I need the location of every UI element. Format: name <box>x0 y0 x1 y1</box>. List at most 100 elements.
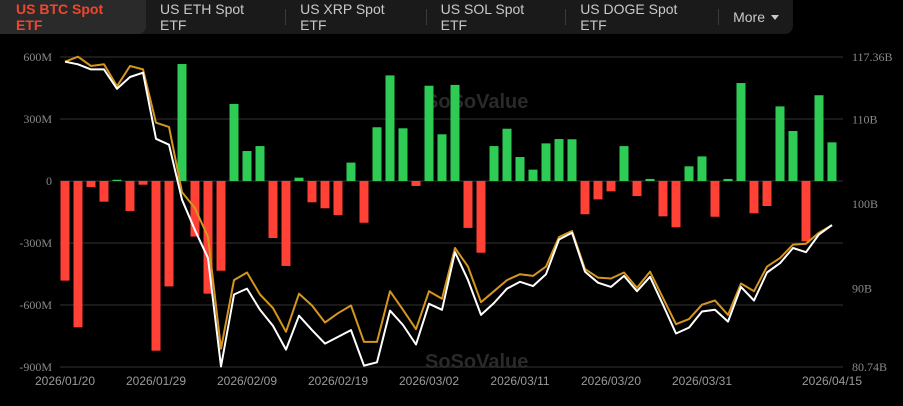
right-tick-label: 117.36B <box>852 50 893 64</box>
outflow-bar <box>476 181 486 253</box>
inflow-bar <box>372 127 382 181</box>
outflow-bar <box>593 181 603 200</box>
left-tick-label: -600M <box>19 298 52 312</box>
right-tick-label: 80.74B <box>852 360 887 374</box>
tab-us-sol-spot-etf[interactable]: US SOL Spot ETF <box>440 1 525 33</box>
right-tick-label: 100B <box>852 197 878 211</box>
inflow-bar <box>788 130 798 181</box>
x-tick-label: 2026/03/11 <box>490 374 549 388</box>
outflow-bar <box>671 181 681 228</box>
outflow-bar <box>411 181 421 186</box>
outflow-bar <box>151 181 161 351</box>
outflow-bar <box>73 181 83 328</box>
inflow-bar <box>398 128 408 181</box>
left-tick-label: 0 <box>46 174 52 188</box>
left-tick-label: -900M <box>19 360 52 374</box>
inflow-bar <box>424 85 434 181</box>
inflow-bar <box>554 139 564 181</box>
inflow-bar <box>645 178 655 181</box>
outflow-bar <box>320 181 330 209</box>
tab-us-xrp-spot-etf[interactable]: US XRP Spot ETF <box>300 1 385 33</box>
outflow-bar <box>606 181 616 192</box>
x-tick-label: 2026/04/15 <box>802 374 862 388</box>
inflow-bar <box>112 179 122 181</box>
outflow-bar <box>216 181 226 271</box>
outflow-bar <box>125 181 135 211</box>
inflow-bar <box>229 103 239 181</box>
outflow-bar <box>710 181 720 217</box>
x-tick-label: 2026/01/20 <box>35 374 95 388</box>
more-dropdown[interactable]: More <box>719 0 793 34</box>
outflow-bar <box>580 181 590 215</box>
inflow-bar <box>736 83 746 181</box>
right-tick-label: 90B <box>852 282 872 296</box>
inflow-bar <box>827 142 837 181</box>
outflow-bar <box>359 181 369 223</box>
outflow-bar <box>164 181 174 287</box>
outflow-bar <box>86 181 96 187</box>
left-axis: 600M 300M 0 -300M -600M -900M <box>19 50 52 374</box>
x-tick-label: 2026/03/20 <box>581 374 641 388</box>
tab-divider <box>285 9 287 25</box>
outflow-bar <box>60 181 70 281</box>
inflow-bar <box>619 146 629 181</box>
outflow-bar <box>138 181 148 185</box>
outflow-bar <box>801 181 811 242</box>
outflow-bar <box>762 181 772 207</box>
outflow-bar <box>99 181 109 202</box>
white-line <box>64 60 833 368</box>
tab-us-eth-spot-etf[interactable]: US ETH Spot ETF <box>160 1 245 33</box>
inflow-bar <box>489 146 499 181</box>
tab-divider <box>718 9 720 25</box>
outflow-bar <box>463 181 473 228</box>
inflow-bar <box>255 146 265 181</box>
x-tick-label: 2026/03/31 <box>672 374 732 388</box>
x-tick-label: 2026/02/19 <box>308 374 368 388</box>
inflow-bar <box>502 128 512 181</box>
tab-divider <box>565 9 567 25</box>
inflow-bar <box>437 134 447 181</box>
more-label: More <box>733 9 765 25</box>
x-tick-label: 2026/01/29 <box>126 374 186 388</box>
inflow-bar <box>385 75 395 181</box>
outflow-bar <box>749 181 759 214</box>
inflow-bar <box>294 177 304 181</box>
outflow-bar <box>658 181 668 217</box>
inflow-bar <box>723 178 733 181</box>
inflow-bar <box>541 143 551 181</box>
outflow-bar <box>632 181 642 197</box>
gold-line <box>64 55 833 350</box>
inflow-bar <box>684 166 694 181</box>
tab-us-doge-spot-etf[interactable]: US DOGE Spot ETF <box>580 1 678 33</box>
inflow-bar <box>775 106 785 181</box>
x-tick-label: 2026/02/09 <box>217 374 277 388</box>
inflow-bar <box>567 139 577 181</box>
x-axis: 2026/01/20 2026/01/29 2026/02/09 2026/02/19… <box>35 374 862 388</box>
inflow-bar <box>515 157 525 181</box>
watermark-bottom: SoSoValue <box>425 351 528 373</box>
watermark-top: SoSoValue <box>425 91 528 113</box>
right-tick-label: 110B <box>852 112 878 126</box>
inflow-bar <box>528 169 538 181</box>
inflow-bar <box>697 156 707 181</box>
outflow-bar <box>268 181 278 239</box>
inflow-bar <box>346 162 356 181</box>
asset-lines <box>64 55 833 368</box>
left-tick-label: 300M <box>23 112 52 126</box>
etf-tab-bar: US BTC Spot ETF US ETH Spot ETF US XRP S… <box>0 0 793 34</box>
inflow-bar <box>814 95 824 181</box>
x-tick-label: 2026/03/02 <box>399 374 459 388</box>
inflow-bar <box>242 151 252 181</box>
inflow-bar <box>450 84 460 181</box>
caret-down-icon <box>770 14 779 20</box>
left-tick-label: -300M <box>19 236 52 250</box>
outflow-bar <box>307 181 317 203</box>
inflow-bar <box>177 64 187 181</box>
left-tick-label: 600M <box>23 50 52 64</box>
tab-divider <box>425 9 427 25</box>
tab-us-btc-spot-etf[interactable]: US BTC Spot ETF <box>0 0 147 34</box>
outflow-bar <box>281 181 291 266</box>
outflow-bar <box>333 181 343 216</box>
right-axis: 117.36B 110B 100B 90B 80.74B <box>852 50 893 374</box>
